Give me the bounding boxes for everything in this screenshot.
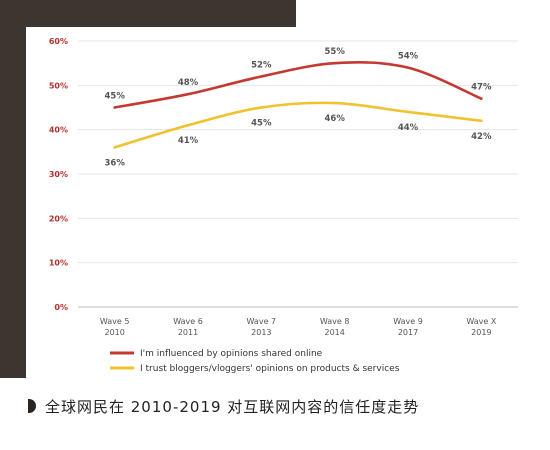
caption: 全球网民在 2010-2019 对互联网内容的信任度走势 <box>28 394 419 418</box>
data-label: 44% <box>398 123 419 133</box>
data-point <box>333 101 336 105</box>
data-label: 46% <box>324 114 345 124</box>
data-point <box>333 61 336 65</box>
data-point <box>406 110 410 114</box>
data-point <box>406 66 410 69</box>
data-point <box>113 146 116 149</box>
legend-label: I trust bloggers/vloggers' opinions on p… <box>140 364 400 374</box>
chart-gridlines <box>78 40 518 308</box>
caption-text: 全球网民在 2010-2019 对互联网内容的信任度走势 <box>45 397 420 416</box>
series-line-2 <box>113 101 483 149</box>
y-tick-label: 60% <box>49 37 68 46</box>
y-tick-label: 40% <box>49 126 68 135</box>
y-tick-label: 0% <box>54 303 68 312</box>
data-label: 52% <box>251 60 272 70</box>
data-label: 55% <box>324 47 345 57</box>
chart-card: 0% 10% 20% 30% 40% 50% 60% Wave 5 2010 Wave 6 201… <box>26 27 550 378</box>
data-point <box>113 106 116 109</box>
y-tick-label: 30% <box>49 170 68 179</box>
data-label: 36% <box>104 158 125 168</box>
line-chart: 0% 10% 20% 30% 40% 50% 60% Wave 5 2010 Wave 6 201… <box>49 37 518 374</box>
data-label: 48% <box>178 78 199 88</box>
data-point <box>480 119 483 123</box>
frame-top-bar <box>0 0 296 27</box>
frame-left-bar <box>0 0 26 378</box>
data-labels: 45% 48% 52% 55% 54% 47% 36% 41% 45% 46% 44% 42% <box>104 47 491 168</box>
x-tick-label: Wave X 2019 <box>466 317 497 337</box>
y-axis-ticks: 0% 10% 20% 30% 40% 50% 60% <box>49 37 68 312</box>
x-tick-label: Wave 7 2013 <box>247 317 277 337</box>
data-point <box>186 93 190 96</box>
legend-label: I'm influenced by opinions shared online <box>140 349 323 359</box>
y-tick-label: 50% <box>49 81 68 90</box>
chart-legend: I'm influenced by opinions shared online… <box>110 349 400 374</box>
data-label: 54% <box>398 52 419 62</box>
data-point <box>260 75 263 78</box>
series-line-1 <box>113 61 483 109</box>
x-tick-label: Wave 8 2014 <box>320 317 350 337</box>
y-tick-label: 20% <box>49 214 68 223</box>
x-tick-label: Wave 5 2010 <box>100 317 130 337</box>
x-tick-label: Wave 6 2011 <box>173 317 203 337</box>
x-tick-label: Wave 9 2017 <box>393 317 423 337</box>
data-label: 41% <box>178 136 199 146</box>
x-axis-ticks: Wave 5 2010 Wave 6 2011 Wave 7 2013 Wave 8 2014… <box>100 317 497 337</box>
data-label: 47% <box>471 83 492 93</box>
y-tick-label: 10% <box>49 259 68 268</box>
data-point <box>480 97 483 100</box>
data-point <box>186 124 190 127</box>
chart-series <box>113 61 483 149</box>
data-point <box>260 106 263 109</box>
data-label: 45% <box>104 92 125 102</box>
caption-marker-icon <box>28 399 36 413</box>
data-label: 45% <box>251 119 272 129</box>
data-label: 42% <box>471 132 492 142</box>
